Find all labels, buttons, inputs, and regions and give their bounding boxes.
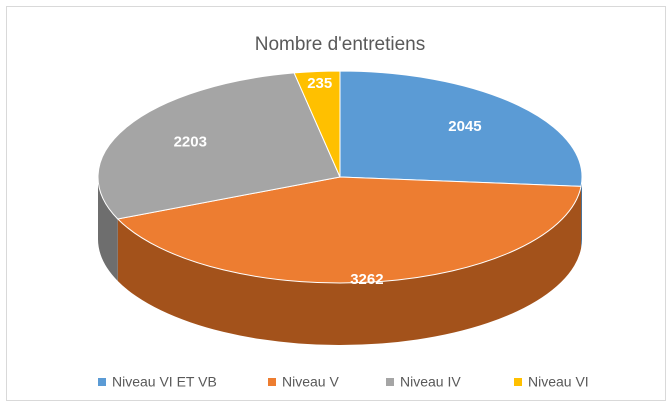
legend-label: Niveau V [282,374,339,390]
pie-side [98,177,118,281]
legend-label: Niveau VI [528,374,589,390]
legend-swatch [514,378,522,386]
data-label: 3262 [350,271,383,288]
chart-title: Nombre d'entretiens [255,34,426,55]
data-label: 235 [307,75,332,92]
legend-swatch [98,378,106,386]
data-label: 2045 [448,118,481,135]
pie-slice [339,70,583,187]
pie-side [117,186,582,345]
legend-label: Niveau IV [400,374,461,390]
legend-swatch [268,378,276,386]
pie-side [581,177,582,249]
legend-swatch [386,378,394,386]
data-label: 2203 [174,133,207,150]
legend-label: Niveau VI ET VB [112,374,217,390]
pie-slice [97,72,341,220]
pie-slice [293,70,341,178]
pie-slice [116,176,582,284]
